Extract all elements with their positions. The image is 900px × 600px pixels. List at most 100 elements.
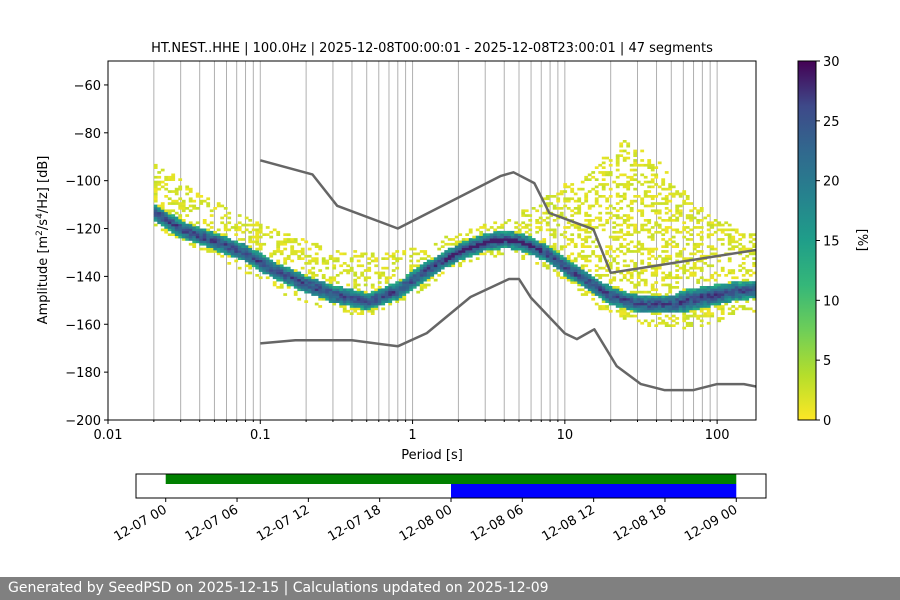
psd-cell: [223, 226, 228, 229]
psd-cell: [682, 266, 687, 270]
psd-cell: [692, 295, 697, 299]
psd-cell: [244, 254, 249, 258]
psd-cell: [598, 183, 603, 186]
psd-cell: [363, 283, 368, 287]
psd-cell: [696, 288, 701, 292]
psd-cell: [286, 269, 291, 272]
psd-cell: [671, 228, 676, 232]
psd-cell: [339, 295, 344, 299]
psd-cell: [619, 295, 624, 299]
psd-cell: [332, 266, 337, 270]
psd-cell: [685, 195, 690, 198]
psd-cell: [279, 252, 284, 256]
psd-cell: [552, 233, 557, 236]
psd-cell: [437, 269, 442, 272]
psd-cell: [671, 314, 676, 318]
psd-cell: [479, 252, 484, 256]
psd-cell: [216, 233, 221, 236]
psd-cell: [643, 319, 648, 323]
psd-cell: [199, 247, 204, 251]
psd-cell: [587, 286, 592, 289]
psd-cell: [388, 276, 393, 280]
psd-cell: [668, 199, 673, 203]
psd-cell: [559, 269, 564, 272]
psd-cell: [612, 214, 617, 217]
psd-cell: [290, 247, 295, 251]
psd-cell: [643, 195, 648, 198]
psd-cell: [647, 219, 652, 222]
psd-cell: [710, 274, 715, 277]
psd-cell: [237, 257, 242, 260]
psd-cell: [580, 238, 585, 241]
psd-cell: [752, 233, 756, 236]
psd-cell: [584, 245, 589, 248]
psd-cell: [633, 230, 638, 234]
psd-cell: [629, 168, 634, 172]
psd-cell: [255, 266, 260, 270]
psd-cell: [612, 250, 617, 253]
psd-cell: [622, 252, 627, 256]
psd-cell: [258, 235, 263, 239]
psd-cell: [556, 264, 561, 268]
psd-cell: [433, 271, 438, 275]
psd-cell: [339, 271, 344, 275]
psd-cell: [447, 259, 452, 263]
psd-cell: [577, 207, 582, 210]
psd-cell: [584, 271, 589, 275]
psd-cell: [342, 305, 347, 308]
psd-cell: [678, 211, 683, 215]
psd-cell: [356, 295, 361, 299]
psd-cell: [570, 276, 575, 280]
psd-cell: [615, 175, 620, 179]
psd-cell: [171, 199, 176, 203]
psd-cell: [668, 226, 673, 229]
psd-cell: [353, 274, 358, 277]
psd-cell: [654, 223, 659, 227]
psd-cell: [748, 269, 753, 272]
psd-cell: [265, 264, 270, 268]
psd-cell: [713, 271, 718, 275]
psd-cell: [416, 252, 421, 256]
psd-cell: [661, 257, 666, 260]
psd-cell: [251, 264, 256, 268]
psd-cell: [643, 302, 648, 306]
psd-cell: [605, 305, 610, 308]
psd-cell: [220, 233, 225, 236]
psd-cell: [433, 278, 438, 282]
psd-cell: [384, 266, 389, 270]
psd-cell: [661, 197, 666, 201]
psd-cell: [587, 178, 592, 181]
psd-cell: [300, 288, 305, 292]
psd-cell: [251, 252, 256, 256]
psd-cell: [265, 269, 270, 272]
psd-cell: [594, 254, 599, 258]
psd-cell: [678, 305, 683, 308]
psd-cell: [346, 293, 351, 296]
psd-cell: [244, 264, 249, 268]
psd-cell: [237, 247, 242, 251]
psd-cell: [370, 252, 375, 256]
psd-cell: [479, 226, 484, 229]
noise-models: [259, 159, 756, 392]
psd-cell: [286, 240, 291, 244]
psd-cell: [689, 238, 694, 241]
psd-cell: [640, 295, 645, 299]
psd-cell: [419, 276, 424, 280]
psd-cell: [349, 297, 354, 301]
psd-cell: [258, 276, 263, 280]
psd-cell: [580, 250, 585, 253]
psd-cell: [668, 283, 673, 287]
psd-cell: [398, 281, 403, 284]
psd-cell: [304, 254, 309, 258]
psd-cell: [682, 235, 687, 239]
psd-cell: [174, 187, 179, 191]
psd-cell: [622, 259, 627, 263]
psd-cell: [612, 235, 617, 239]
psd-cell: [342, 302, 347, 306]
psd-cell: [752, 288, 756, 292]
psd-cell: [664, 207, 669, 210]
psd-cell: [230, 250, 235, 253]
psd-cell: [741, 283, 746, 287]
psd-cell: [185, 238, 190, 241]
